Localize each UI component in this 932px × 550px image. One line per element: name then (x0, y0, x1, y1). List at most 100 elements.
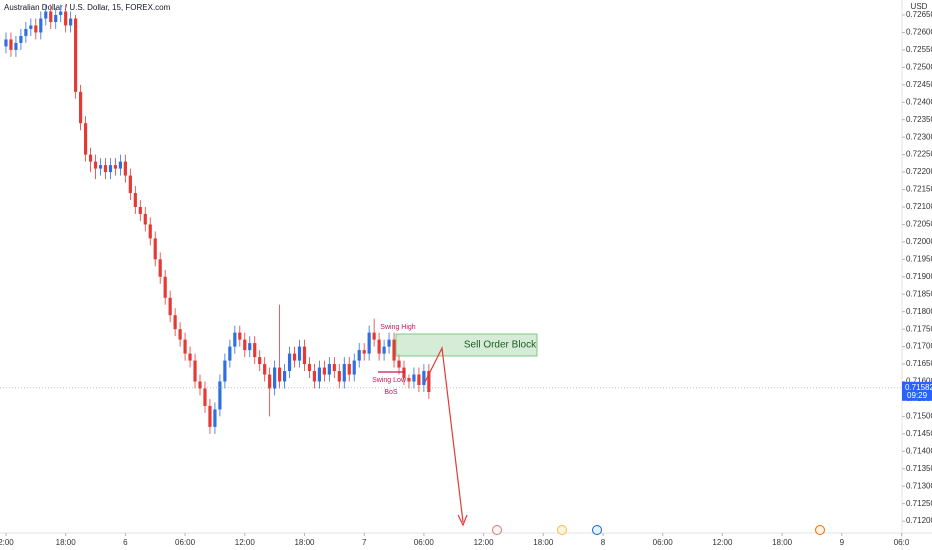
x-tick-label: 8 (601, 538, 606, 547)
candle-body (253, 343, 257, 358)
candle-body (88, 154, 93, 162)
candle-body (29, 25, 33, 29)
candle-body (407, 378, 411, 382)
candle-body (292, 353, 297, 361)
event-icon[interactable] (592, 525, 602, 535)
x-tick-label: 06:00 (175, 538, 196, 547)
candle-body (163, 276, 167, 298)
candle-body (287, 353, 292, 372)
candle-body (178, 329, 182, 340)
candle-body (402, 367, 406, 379)
candle-body (228, 346, 232, 361)
candle-body (302, 346, 307, 365)
order-block-zone (395, 333, 538, 357)
candle-body (427, 371, 431, 392)
swing-high-label: Swing High (380, 324, 416, 331)
candle-body (312, 371, 317, 382)
candle-body (24, 28, 28, 36)
candle-body (243, 339, 247, 351)
x-tick-label: 06:00 (414, 538, 435, 547)
candle-body (322, 367, 326, 375)
candle-body (203, 388, 207, 406)
x-tick-label: 18:00 (533, 538, 554, 547)
candle-body (213, 409, 217, 427)
candle-body (282, 371, 287, 382)
candle-body (54, 15, 58, 22)
candle-body (123, 161, 127, 176)
x-tick-label: 06:0 (894, 538, 910, 547)
candle-body (168, 297, 172, 316)
candle-body (64, 11, 68, 26)
x-tick-label: 9 (840, 538, 845, 547)
candle-body (34, 25, 38, 33)
arrow-head (457, 514, 468, 527)
candle-body (337, 371, 341, 382)
candle-body (9, 39, 13, 50)
candle-body (128, 175, 132, 194)
candle-body (352, 360, 356, 375)
last-price-box (902, 381, 932, 401)
candle-body (273, 367, 277, 389)
event-icon[interactable] (557, 525, 567, 535)
candle-body (158, 259, 162, 277)
candle-body (362, 350, 366, 354)
candle-body (83, 123, 88, 155)
candle-body (377, 339, 381, 354)
candle-body (387, 339, 391, 347)
projection-arrow (424, 345, 464, 523)
candle-body (372, 332, 376, 340)
x-tick-label: 12:00 (712, 538, 733, 547)
swing-low-label: Swing Low (372, 377, 407, 384)
x-tick-label: 18:00 (772, 538, 793, 547)
candle-body (412, 374, 416, 382)
candle-body (382, 346, 386, 354)
candle-body (69, 18, 73, 26)
countdown-label: 09:29 (907, 391, 928, 400)
currency-label: USD (911, 2, 928, 11)
candle-body (98, 165, 103, 169)
bos-label: BoS (384, 389, 398, 396)
candle-body (422, 371, 426, 386)
candle-body (238, 332, 242, 340)
event-icon[interactable] (492, 525, 502, 535)
candle-body (208, 405, 212, 427)
candle-body (49, 11, 53, 22)
y-tick-label: 0.72650 (906, 10, 932, 19)
candle-body (188, 353, 192, 361)
event-icon[interactable] (815, 525, 825, 535)
x-tick-label: 18:00 (294, 538, 315, 547)
chart-title: Australian Dollar / U.S. Dollar, 15, FOR… (4, 3, 171, 12)
candle-body (342, 364, 346, 382)
candle-body (327, 364, 331, 375)
candle-body (198, 381, 202, 389)
candle-body (138, 206, 142, 214)
candle-body (233, 332, 237, 347)
x-tick-label: 7 (362, 538, 367, 547)
candle-body (183, 339, 187, 354)
candle-body (59, 11, 63, 16)
candle-body (347, 364, 351, 375)
candle-body (148, 224, 152, 239)
x-tick-label: 6 (123, 538, 128, 547)
candle-body (417, 374, 421, 386)
candle-body (392, 339, 396, 361)
candle-body (332, 364, 336, 372)
candle-body (143, 213, 147, 225)
